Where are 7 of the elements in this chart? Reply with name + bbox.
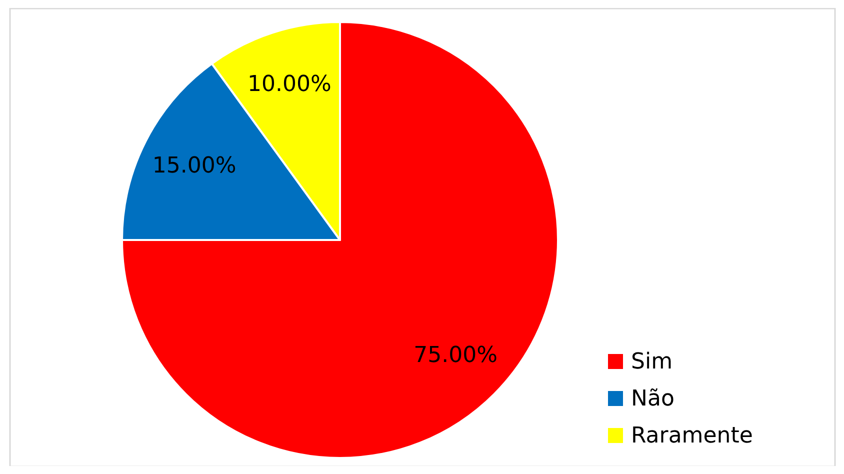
legend-label: Sim [631,350,673,374]
data-label: 75.00% [414,343,498,368]
data-label: 10.00% [248,72,332,97]
data-label: 15.00% [152,153,236,178]
legend-label: Raramente [631,424,753,448]
pie-slice [121,21,559,459]
legend-label: Não [631,386,674,412]
